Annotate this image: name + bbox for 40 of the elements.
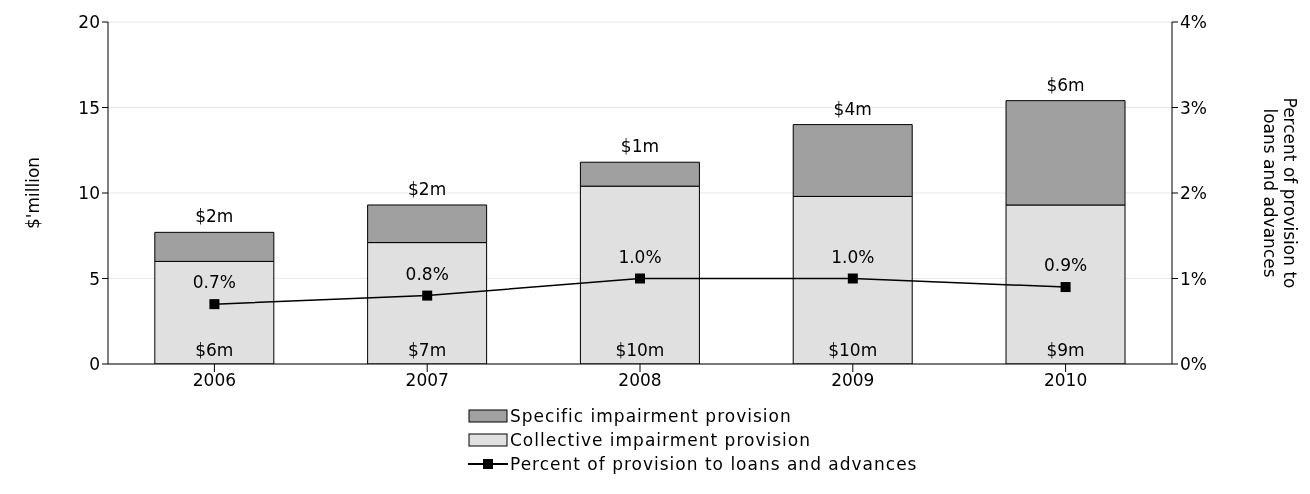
- point: [635, 273, 645, 284]
- y-tick-label: 0: [89, 354, 100, 375]
- data-label: $10m: [615, 340, 665, 360]
- data-label: $10m: [828, 340, 878, 360]
- data-label: $9m: [1046, 340, 1085, 360]
- data-label: $6m: [195, 340, 234, 360]
- x-tick-label: 2008: [618, 370, 662, 391]
- y2-tick-label: 0%: [1180, 354, 1207, 375]
- y2-tick-label: 4%: [1180, 12, 1207, 33]
- y-tick-label: 20: [78, 12, 100, 33]
- point: [209, 299, 220, 310]
- data-label: 0.8%: [405, 263, 449, 284]
- y-tick-label: 10: [78, 183, 100, 204]
- x-tick-label: 2010: [1043, 370, 1088, 391]
- point: [422, 290, 433, 301]
- x-tick-label: 2006: [192, 370, 237, 391]
- y-axis-title: $'million: [23, 156, 44, 230]
- data-label: $2m: [195, 206, 234, 227]
- y-tick-label: 5: [89, 268, 100, 289]
- data-label: $7m: [408, 340, 447, 360]
- legend-label: Collective impairment provision: [510, 430, 811, 450]
- data-label: 0.7%: [192, 272, 236, 293]
- data-label: $4m: [833, 98, 872, 119]
- data-label: $2m: [408, 178, 447, 199]
- y2-tick-label: 1%: [1180, 268, 1207, 289]
- y-tick-label: 15: [78, 97, 100, 118]
- data-label: 0.9%: [1044, 255, 1088, 276]
- data-label: 1.0%: [831, 246, 875, 267]
- legend-label: Specific impairment provision: [510, 406, 792, 426]
- point: [1060, 282, 1071, 293]
- data-label: 1.0%: [618, 246, 662, 267]
- x-tick-label: 2007: [405, 370, 449, 391]
- data-label: $6m: [1046, 74, 1085, 95]
- y2-tick-label: 2%: [1180, 183, 1207, 204]
- data-label: $1m: [620, 136, 660, 157]
- point: [847, 273, 858, 284]
- x-tick-label: 2009: [831, 370, 875, 391]
- legend-label: Percent of provision to loans and advances: [510, 454, 918, 474]
- y2-axis-title: Percent of provision to loans and advances: [1260, 97, 1300, 289]
- y2-tick-label: 3%: [1180, 97, 1207, 118]
